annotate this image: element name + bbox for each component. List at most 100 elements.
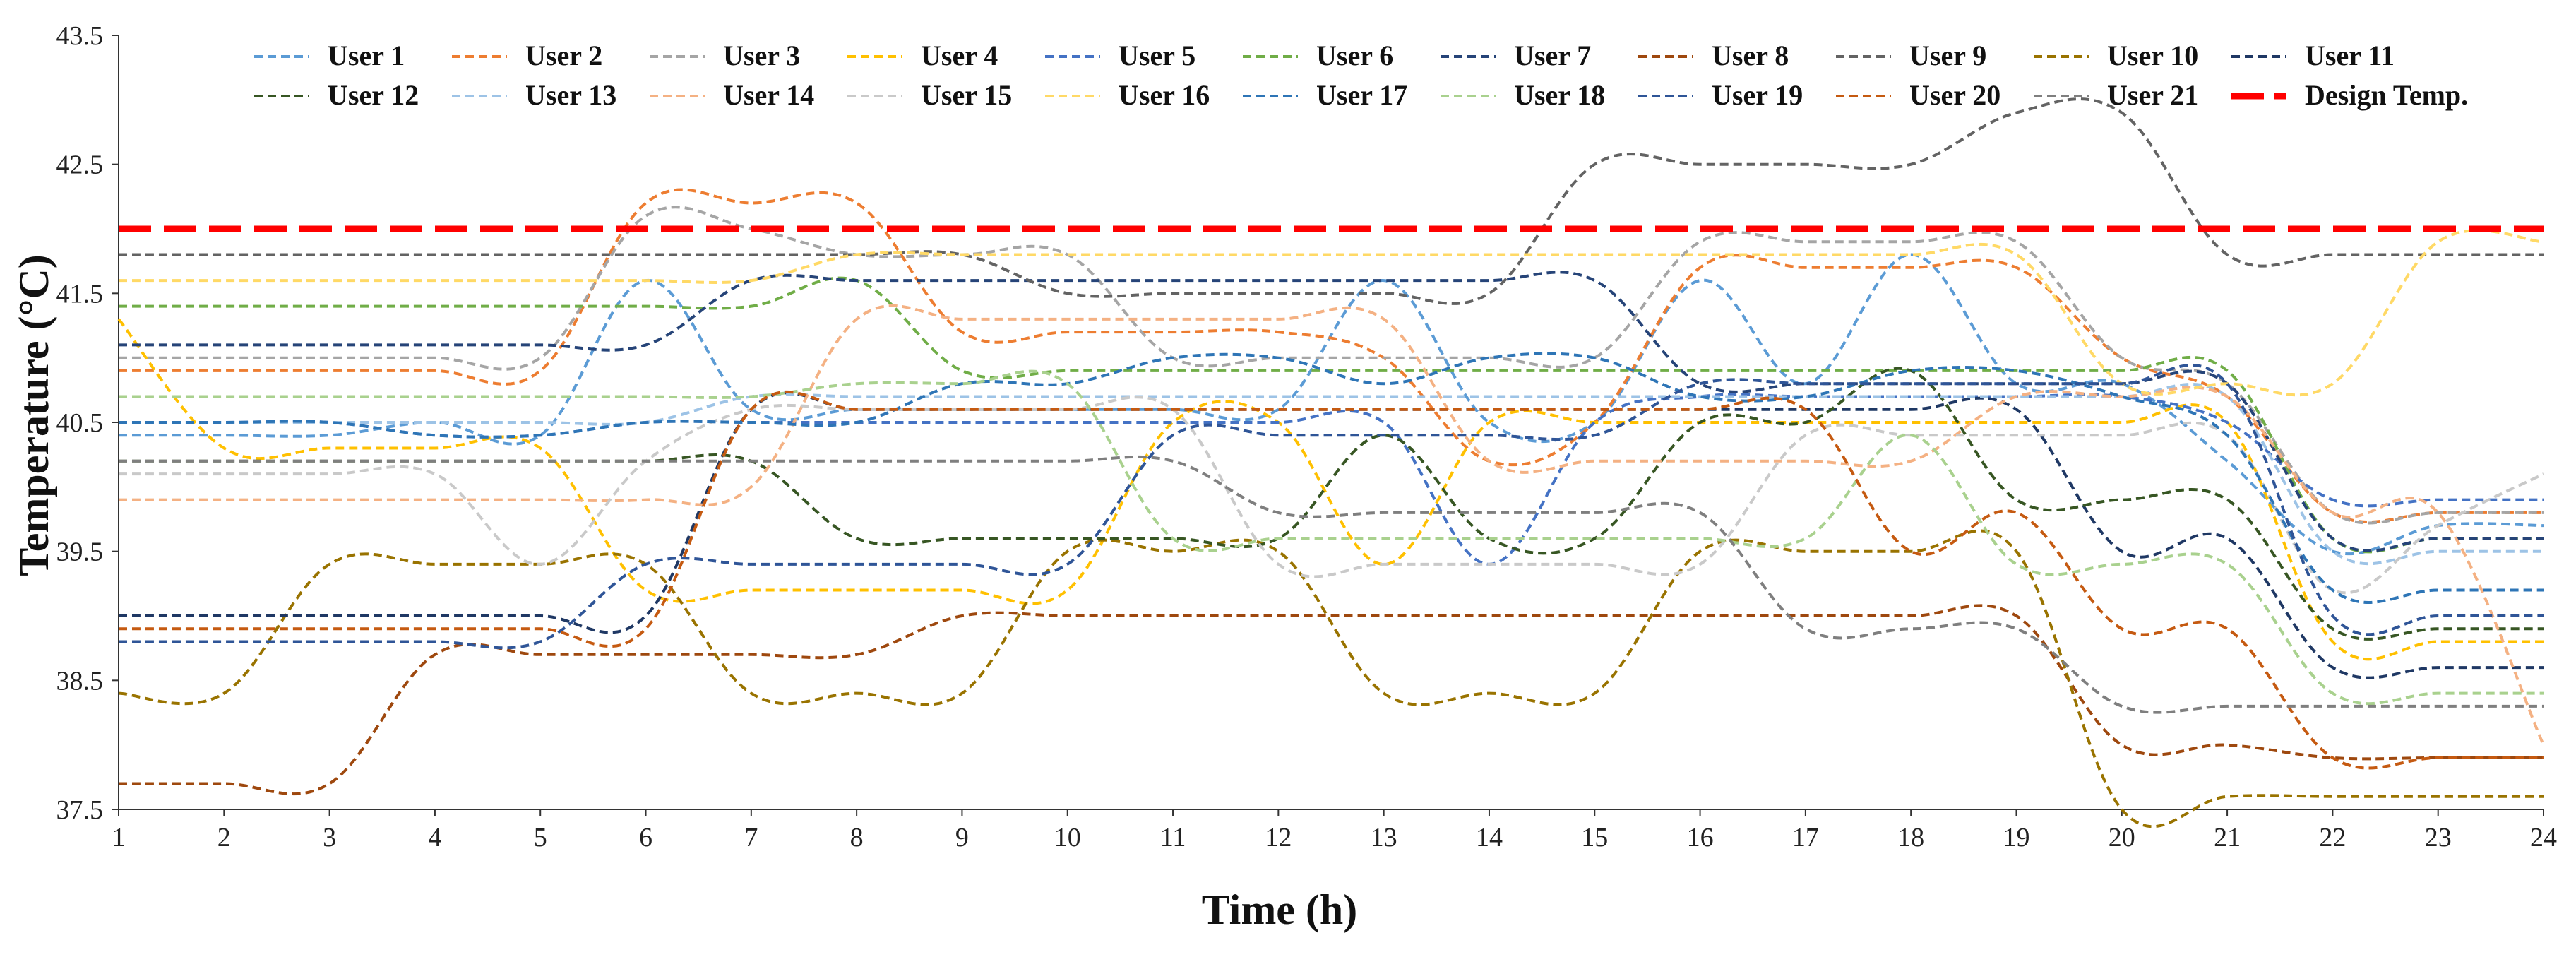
x-tick-label: 6 [639,823,652,852]
legend-label: User 2 [525,40,602,71]
x-tick-label: 23 [2425,823,2452,852]
x-tick-label: 14 [1476,823,1503,852]
y-tick-label: 42.5 [56,150,104,180]
legend-item-user-1: User 1 [254,40,405,71]
legend-item-user-14: User 14 [650,79,814,111]
y-tick-label: 40.5 [56,408,104,438]
x-tick-label: 7 [744,823,758,852]
legend-label: User 3 [723,40,800,71]
legend-label: User 8 [1712,40,1789,71]
legend-item-user-20: User 20 [1836,79,2000,111]
legend-label: User 4 [921,40,998,71]
x-tick-label: 21 [2214,823,2241,852]
x-tick-label: 20 [2109,823,2135,852]
series-line-user-14 [118,304,2545,746]
legend-label: User 12 [328,79,419,111]
legend-item-design-temp: Design Temp. [2231,79,2468,111]
legend-item-user-18: User 18 [1441,79,1605,111]
legend-label: User 10 [2107,40,2198,71]
legend-label: User 19 [1712,79,1803,111]
legend-item-user-7: User 7 [1441,40,1591,71]
x-tick-label: 15 [1581,823,1608,852]
legend-label: Design Temp. [2305,79,2468,111]
legend-item-user-3: User 3 [650,40,800,71]
legend-item-user-10: User 10 [2034,40,2198,71]
series-line-user-1 [118,253,2544,556]
legend-label: User 5 [1119,40,1195,71]
legend-label: User 1 [328,40,405,71]
series-line-user-6 [119,276,2544,554]
x-tick-label: 13 [1371,823,1397,852]
y-tick-label: 38.5 [56,666,104,696]
legend-item-user-11: User 11 [2231,40,2395,71]
y-tick-label: 43.5 [56,21,104,51]
x-tick-label: 3 [323,823,336,852]
legend-item-user-6: User 6 [1243,40,1393,71]
series-line-user-15 [119,396,2544,595]
series-line-user-4 [117,318,2544,661]
legend-item-user-12: User 12 [254,79,419,111]
x-tick-label: 11 [1160,823,1186,852]
legend-label: User 11 [2305,40,2395,71]
x-tick-label: 9 [955,823,969,852]
series-line-user-18 [118,369,2544,706]
legend-item-user-13: User 13 [452,79,616,111]
x-tick-label: 4 [428,823,441,852]
series-line-user-19 [119,363,2544,650]
legend-item-user-4: User 4 [847,40,998,71]
series-line-user-3 [118,206,2544,525]
legend-item-user-8: User 8 [1638,40,1789,71]
x-tick-label: 19 [2003,823,2029,852]
legend-label: User 14 [723,79,814,111]
legend: User 1 User 2 User 3 User 4 User 5 User 6 User… [254,40,2468,111]
x-tick-label: 10 [1054,823,1081,852]
series-line-user-17 [119,352,2544,604]
x-tick-label: 12 [1265,823,1292,852]
x-axis-title: Time (h) [1202,886,1358,933]
x-tick-label: 1 [112,823,126,852]
legend-label: User 21 [2107,79,2198,111]
axes: 37.538.539.540.541.542.543.51 2 3 4 5 6 7 8 9 10 1… [56,21,2558,852]
series-line-user-20 [119,390,2544,770]
legend-label: User 7 [1514,40,1591,71]
series-line-user-9 [119,97,2544,305]
series-line-user-8 [119,604,2544,796]
legend-item-user-16: User 16 [1045,79,1210,111]
legend-label: User 16 [1119,79,1210,111]
y-tick-label: 39.5 [56,537,104,567]
series-line-user-2 [118,188,2544,523]
legend-label: User 13 [525,79,616,111]
legend-label: User 17 [1316,79,1407,111]
legend-item-user-2: User 2 [452,40,602,71]
x-tick-label: 17 [1792,823,1819,852]
legend-item-user-15: User 15 [847,79,1012,111]
series-line-user-16 [119,229,2544,397]
legend-item-user-9: User 9 [1836,40,1986,71]
legend-label: User 6 [1316,40,1393,71]
x-tick-label: 24 [2530,823,2557,852]
legend-item-user-19: User 19 [1638,79,1803,111]
x-tick-label: 8 [850,823,864,852]
series-line-user-12 [119,367,2544,641]
legend-label: User 20 [1909,79,2000,111]
x-tick-label: 2 [217,823,231,852]
series-line-user-21 [119,455,2544,714]
x-tick-label: 16 [1687,823,1714,852]
x-tick-label: 22 [2319,823,2346,852]
series-line-user-13 [119,383,2544,566]
series-line-user-7 [119,271,2544,552]
x-tick-label: 5 [534,823,547,852]
x-tick-label: 18 [1897,823,1924,852]
series-layer [117,97,2545,828]
legend-label: User 18 [1514,79,1605,111]
y-tick-label: 41.5 [56,279,104,309]
legend-item-user-21: User 21 [2034,79,2198,111]
legend-label: User 15 [921,79,1012,111]
legend-item-user-17: User 17 [1243,79,1407,111]
y-axis-title: Temperature (°C) [11,254,57,576]
legend-label: User 9 [1909,40,1986,71]
y-tick-label: 37.5 [56,795,104,825]
legend-item-user-5: User 5 [1045,40,1195,71]
